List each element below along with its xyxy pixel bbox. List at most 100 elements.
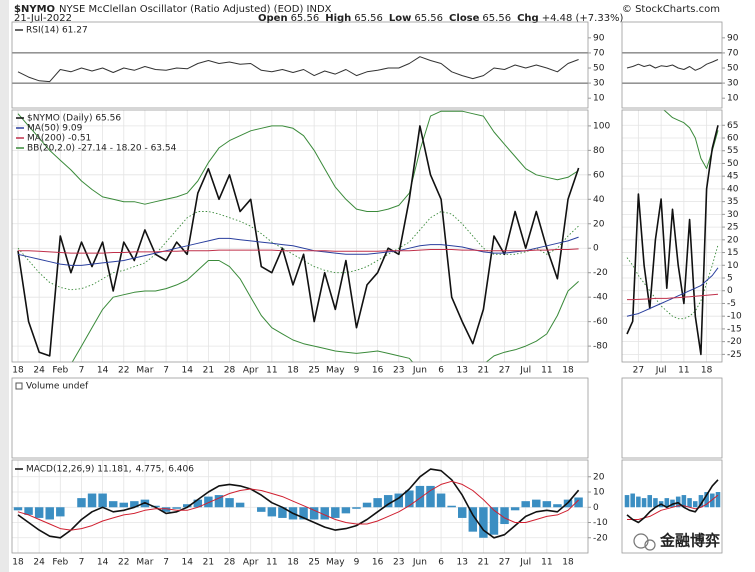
x-tick-label: 24 xyxy=(33,558,45,568)
x-tick-label: 28 xyxy=(224,366,236,376)
histogram-bar xyxy=(715,492,721,508)
quote-value: 65.56 xyxy=(482,13,511,24)
panel-title: Volume undef xyxy=(26,382,89,392)
panel-frame xyxy=(11,21,589,109)
watermark-icon xyxy=(633,533,656,551)
x-tick-label: 24 xyxy=(33,366,45,376)
x-tick-label: Feb xyxy=(52,366,68,376)
band-upper xyxy=(663,110,719,169)
histogram-bar xyxy=(320,507,329,520)
y-tick-label: -10 xyxy=(727,312,742,322)
panel-frame xyxy=(621,459,723,554)
y-tick-label: 40 xyxy=(727,184,739,194)
histogram-bar xyxy=(56,507,65,517)
panel-frame xyxy=(621,21,723,109)
histogram-bar xyxy=(362,502,372,508)
histogram-bar xyxy=(13,507,23,511)
y-tick-label: 20 xyxy=(593,219,605,229)
x-tick-label: Apr xyxy=(243,366,259,376)
x-tick-label: 21 xyxy=(478,558,489,568)
y-tick-label: -25 xyxy=(727,350,742,360)
y-tick-label: 65 xyxy=(727,121,738,131)
x-tick-label: 28 xyxy=(224,558,236,568)
y-tick-label: 70 xyxy=(727,48,739,58)
y-tick-label: 10 xyxy=(593,488,605,498)
x-tick-label: 27 xyxy=(499,558,510,568)
x-tick-label: 14 xyxy=(97,366,109,376)
x-tick-label: 11 xyxy=(541,366,552,376)
histogram-bar xyxy=(24,507,33,515)
y-tick-label: 0 xyxy=(593,244,599,254)
symbol-name: NYSE McClellan Oscillator (Ratio Adjuste… xyxy=(59,4,332,15)
x-tick-label: Jun xyxy=(412,366,427,376)
y-tick-label: 15 xyxy=(727,248,738,258)
histogram-bar xyxy=(278,507,287,518)
y-tick-label: 25 xyxy=(727,223,738,233)
y-tick-label: 50 xyxy=(727,64,739,74)
x-tick-label: 11 xyxy=(266,558,277,568)
histogram-bar xyxy=(532,499,541,508)
y-tick-label: -20 xyxy=(727,337,742,347)
x-tick-label: 18 xyxy=(287,558,299,568)
histogram-bar xyxy=(636,496,641,508)
source: © StockCharts.com xyxy=(622,4,720,15)
histogram-bar xyxy=(267,507,277,517)
x-tick-label: Mar xyxy=(136,558,153,568)
y-tick-label: 5 xyxy=(727,274,733,284)
y-tick-label: 10 xyxy=(593,94,605,104)
x-tick-label: Apr xyxy=(243,558,259,568)
legend-label: MA(200) -0.51 xyxy=(27,134,91,144)
x-tick-label: 9 xyxy=(354,366,360,376)
y-tick-label: 50 xyxy=(727,159,739,169)
histogram-bar xyxy=(468,507,478,532)
histogram-bar xyxy=(692,501,698,508)
histogram-bar xyxy=(687,498,692,508)
x-tick-label: 27 xyxy=(633,366,644,376)
legend-label: MACD(12,26,9) 11.181, xyxy=(26,465,132,475)
histogram-bar xyxy=(641,498,647,508)
x-tick-label: 6 xyxy=(438,366,444,376)
histogram-bar xyxy=(553,504,562,508)
histogram-bar xyxy=(426,485,435,508)
x-tick-label: 25 xyxy=(308,366,319,376)
y-tick-label: 50 xyxy=(593,64,605,74)
histogram-bar xyxy=(98,493,107,508)
x-tick-label: 18 xyxy=(12,366,24,376)
panel-frame xyxy=(11,109,589,363)
plot xyxy=(624,479,721,524)
band-middle xyxy=(626,244,719,320)
legend-label: 4.775, xyxy=(136,465,165,475)
x-tick-label: 18 xyxy=(701,366,713,376)
x-tick-label: 13 xyxy=(457,558,468,568)
histogram-bar xyxy=(458,507,467,518)
x-tick-label: 23 xyxy=(393,558,404,568)
left-strip xyxy=(0,0,9,572)
histogram-bar xyxy=(373,498,382,508)
histogram-bar xyxy=(331,507,340,518)
panel-frame xyxy=(621,109,723,363)
x-tick-label: Jun xyxy=(412,558,427,568)
histogram-bar xyxy=(172,507,181,509)
x-tick-label: Feb xyxy=(52,558,68,568)
plot xyxy=(17,56,579,83)
y-tick-label: 30 xyxy=(727,210,739,220)
histogram-bar xyxy=(77,498,86,508)
histogram-bar xyxy=(624,495,630,508)
x-tick-label: Mar xyxy=(136,366,153,376)
band-lower xyxy=(71,260,579,362)
x-tick-label: 6 xyxy=(438,558,444,568)
legend-label: $NYMO (Daily) 65.56 xyxy=(27,114,121,124)
series-line xyxy=(17,56,579,83)
y-tick-label: 100 xyxy=(593,121,610,131)
plot xyxy=(17,110,580,362)
series-line xyxy=(626,59,719,71)
panel-frame xyxy=(11,459,589,554)
x-tick-label: 14 xyxy=(97,558,109,568)
histogram-bar xyxy=(479,507,488,538)
y-tick-label: 90 xyxy=(593,33,605,43)
histogram-bar xyxy=(710,493,715,508)
plot xyxy=(626,59,719,71)
y-tick-label: 20 xyxy=(727,235,739,245)
quote-value: 65.56 xyxy=(354,13,383,24)
